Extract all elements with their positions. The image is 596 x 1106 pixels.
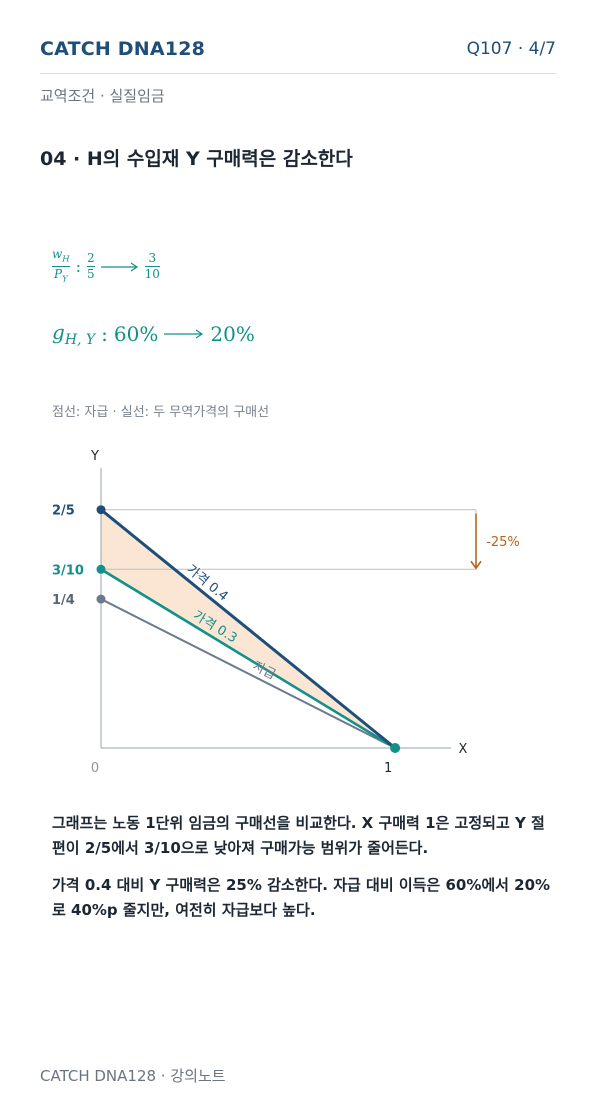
value: 20% [210,322,255,346]
y-axis-label: Y [90,449,99,464]
var: P [53,267,63,282]
separator: : [101,322,108,346]
sub: Y [62,273,68,284]
y-tick-label: 1/4 [52,593,75,608]
sub: H [62,253,70,264]
sub: H, Y [64,332,96,348]
brand: CATCH DNA128 [40,38,206,60]
budget-line [100,568,396,750]
value: 60% [113,322,159,346]
den: 5 [86,267,95,282]
intercept-point [96,564,106,574]
num: 2 [86,251,95,266]
arrow [100,262,138,272]
question-number: Q107 · 4/7 [466,39,556,59]
paragraph: 가격 0.4 대비 Y 구매력은 25% 감소한다. 자급 대비 이득은 60%… [52,876,551,919]
y-tick-label: 3/10 [52,563,84,578]
budget-line [100,598,396,749]
footer: CATCH DNA128 · 강의노트 [40,1067,226,1085]
budget-line [100,508,397,750]
den: 10 [144,267,160,282]
fraction: 3 10 [144,251,160,282]
x-tick-label: 1 [384,761,392,776]
x-axis-label: X [459,742,468,757]
y-tick-label: 2/5 [52,504,75,519]
x-intercept-point [390,743,401,753]
arrow [164,329,204,339]
fraction: wH PY [52,248,70,286]
change-label: -25% [486,535,520,550]
heading: 04 · H의 수입재 Y 구매력은 감소한다 [40,148,353,170]
num: 3 [148,251,157,266]
caption: 점선: 자급 · 실선: 두 무역가격의 구매선 [52,405,270,420]
var: w [52,247,63,261]
graph: YX0 1-25%2/53/101/4 가격 0.4가격 0.3자급 [52,449,520,776]
change-arrowhead [470,560,482,570]
intercept-point [96,594,106,604]
var: g [52,320,65,344]
x-tick-label: 0 [91,761,99,776]
separator: : [75,257,81,277]
paragraph: 그래프는 노동 1단위 임금의 구매선을 비교한다. X 구매력 1은 고정되고… [52,814,545,857]
intercept-point [96,505,106,515]
subtitle: 교역조건 · 실질임금 [40,87,165,105]
formula: gH, Y : 60% 20% [52,320,255,348]
divider [40,73,556,74]
